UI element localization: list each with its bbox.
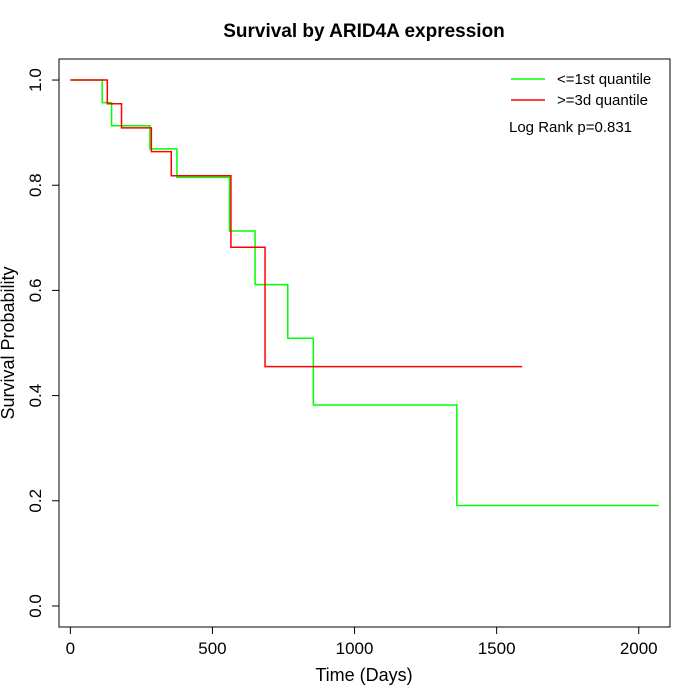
x-tick-label: 1500 bbox=[478, 639, 516, 658]
y-axis-label: Survival Probability bbox=[0, 266, 18, 419]
x-tick-label: 2000 bbox=[620, 639, 658, 658]
log-rank-annotation: Log Rank p=0.831 bbox=[509, 119, 632, 136]
x-tick-label: 500 bbox=[198, 639, 226, 658]
x-tick-label: 0 bbox=[66, 639, 75, 658]
x-axis-label: Time (Days) bbox=[315, 665, 412, 685]
legend: <=1st quantile >=3d quantile bbox=[511, 71, 651, 109]
y-tick-label: 1.0 bbox=[26, 68, 45, 92]
x-axis: 0 500 1000 1500 2000 bbox=[66, 626, 658, 658]
legend-label-series-2: >=3d quantile bbox=[557, 92, 648, 109]
y-tick-label: 0.6 bbox=[26, 279, 45, 303]
y-tick-label: 0.2 bbox=[26, 489, 45, 513]
y-tick-label: 0.0 bbox=[26, 594, 45, 618]
legend-label-series-1: <=1st quantile bbox=[557, 71, 651, 88]
y-tick-label: 0.4 bbox=[26, 384, 45, 408]
survival-curve-series-2 bbox=[70, 79, 523, 368]
series-layer bbox=[70, 79, 659, 507]
chart-title: Survival by ARID4A expression bbox=[223, 21, 505, 42]
survival-curve-series-1 bbox=[70, 79, 659, 507]
y-axis: 0.0 0.2 0.4 0.6 0.8 1.0 bbox=[26, 68, 60, 618]
x-tick-label: 1000 bbox=[336, 639, 374, 658]
y-tick-label: 0.8 bbox=[26, 173, 45, 197]
